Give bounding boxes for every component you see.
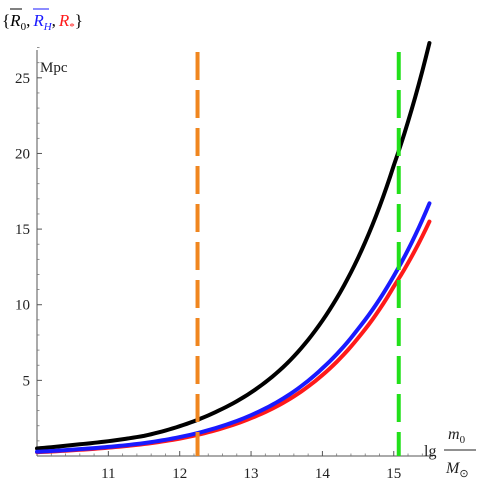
- x-tick-label: 13: [244, 466, 259, 482]
- title-sep2: ,: [52, 11, 56, 30]
- series-line-rh: [35, 201, 432, 454]
- x-tick-label: 15: [386, 466, 401, 482]
- x-tick-label: 12: [172, 466, 187, 482]
- x-label-numerator: m0: [448, 426, 466, 446]
- x-label-denominator: M⊙: [445, 460, 469, 480]
- series-line-rs: [35, 219, 432, 455]
- title-open-brace: {: [2, 11, 10, 30]
- x-label-prefix: lg: [424, 443, 436, 460]
- title-close-brace: }: [75, 11, 83, 30]
- x-tick-label: 11: [101, 466, 115, 482]
- series-line-r0: [35, 41, 432, 451]
- title-rs: R: [58, 11, 70, 30]
- y-tick-label: 15: [15, 222, 30, 238]
- chart-title: {R0, RH, R*}: [2, 11, 83, 33]
- title-r0: R: [9, 11, 21, 30]
- title-sep1: ,: [26, 11, 30, 30]
- y-tick-label: 10: [15, 298, 30, 314]
- y-tick-label: 25: [15, 71, 30, 87]
- title-rs-sub: *: [69, 21, 75, 33]
- y-tick-label: 20: [15, 146, 30, 162]
- x-axis-label: lg m0 M⊙: [424, 426, 476, 480]
- x-tick-label: 14: [315, 466, 331, 482]
- title-rh-sub: H: [43, 21, 53, 33]
- y-axis-label: Mpc: [40, 60, 68, 76]
- title-rh: R: [32, 11, 44, 30]
- y-tick-label: 5: [23, 373, 31, 389]
- title-r0-sub: 0: [21, 21, 27, 33]
